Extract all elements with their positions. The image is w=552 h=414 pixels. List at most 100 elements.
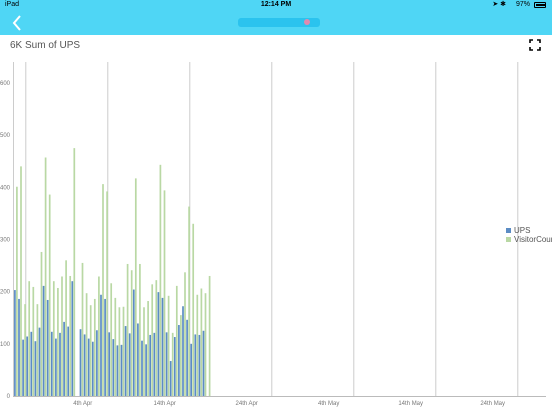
bar-ups xyxy=(83,334,86,396)
bar-visitorcount xyxy=(36,304,39,396)
bar-ups xyxy=(18,298,20,396)
bar-visitorcount xyxy=(171,332,174,396)
bar-visitorcount xyxy=(188,206,190,396)
y-tick-label: 0 xyxy=(7,394,11,400)
bar-ups xyxy=(59,332,61,396)
bar-ups xyxy=(128,333,131,396)
bar-visitorcount xyxy=(24,304,26,396)
bar-visitorcount xyxy=(114,297,117,396)
bar-ups xyxy=(55,338,57,396)
legend-swatch xyxy=(506,237,511,242)
bar-ups xyxy=(141,340,143,396)
bar-ups xyxy=(112,339,115,396)
bar-visitorcount xyxy=(122,306,125,396)
carrier-label: iPad xyxy=(5,1,20,8)
bar-ups xyxy=(178,325,180,396)
bar-ups xyxy=(71,281,74,396)
bar-ups xyxy=(202,330,205,396)
bar-ups xyxy=(173,337,176,396)
x-tick-label: 14th May xyxy=(398,401,423,407)
bar-ups xyxy=(96,330,98,396)
x-tick-label: 4th May xyxy=(318,401,339,407)
bar-visitorcount xyxy=(208,275,211,396)
x-tick-label: 24th Apr xyxy=(236,401,258,407)
bar-ups xyxy=(22,339,24,396)
bar-ups xyxy=(46,299,49,396)
bar-ups xyxy=(194,334,197,396)
bar-visitorcount xyxy=(184,272,186,396)
bar-ups xyxy=(91,341,94,396)
bar-visitorcount xyxy=(134,178,137,396)
bar-ups xyxy=(190,343,193,396)
bar-visitorcount xyxy=(180,315,182,396)
bar-visitorcount xyxy=(196,294,199,396)
bar-ups xyxy=(124,326,127,396)
bar-ups xyxy=(137,323,139,396)
chevron-left-icon xyxy=(12,15,21,31)
legend-label: VisitorCount xyxy=(514,235,552,244)
legend-item-ups[interactable]: UPS xyxy=(506,226,552,235)
bar-ups xyxy=(132,289,135,396)
bar-visitorcount xyxy=(48,194,51,396)
bar-visitorcount xyxy=(118,307,121,396)
bar-ups xyxy=(165,332,168,396)
chart-title: 6K Sum of UPS xyxy=(10,40,81,51)
bar-ups xyxy=(100,294,102,396)
bar-visitorcount xyxy=(98,276,100,396)
bluetooth-icon: ➤ ✱ xyxy=(492,1,506,8)
bar-visitorcount xyxy=(32,286,35,396)
bar-ups xyxy=(116,345,119,396)
chart-legend: UPS VisitorCount xyxy=(506,226,552,244)
bar-visitorcount xyxy=(102,184,104,396)
bar-visitorcount xyxy=(110,283,113,396)
bar-visitorcount xyxy=(126,263,129,396)
bar-ups xyxy=(108,332,111,396)
bar-visitorcount xyxy=(73,148,76,396)
bar-ups xyxy=(161,297,164,396)
bar-visitorcount xyxy=(81,262,84,396)
bar-visitorcount xyxy=(175,285,178,396)
back-button[interactable] xyxy=(12,12,22,36)
x-tick-label: 24th May xyxy=(480,401,505,407)
bar-ups xyxy=(42,285,45,396)
redacted-title-block xyxy=(238,18,320,27)
bar-visitorcount xyxy=(89,305,92,396)
legend-item-visitorcount[interactable]: VisitorCount xyxy=(506,235,552,244)
bar-ups xyxy=(198,334,201,396)
legend-label: UPS xyxy=(514,226,531,235)
bar-visitorcount xyxy=(106,191,108,396)
y-tick-label: 100 xyxy=(0,342,11,348)
battery-icon xyxy=(534,2,546,8)
fullscreen-icon[interactable] xyxy=(529,39,541,51)
battery-percentage: 97% xyxy=(515,1,530,8)
bar-visitorcount xyxy=(163,190,166,396)
status-bar: iPad 12:14 PM ➤ ✱ 97% xyxy=(0,0,552,11)
bar-visitorcount xyxy=(61,276,63,396)
bar-ups xyxy=(67,326,70,396)
bar-visitorcount xyxy=(147,301,149,396)
bar-ups xyxy=(38,327,41,396)
bar-ups xyxy=(87,338,90,396)
bar-ups xyxy=(145,344,147,396)
y-tick-label: 200 xyxy=(0,290,11,296)
bar-visitorcount xyxy=(85,293,88,396)
nav-bar xyxy=(0,11,552,35)
y-tick-label: 300 xyxy=(0,237,11,243)
bar-visitorcount xyxy=(40,251,43,396)
bar-ups xyxy=(149,334,152,396)
bar-visitorcount xyxy=(151,284,154,396)
bar-ups xyxy=(26,336,29,396)
bar-ups xyxy=(153,332,156,396)
bar-visitorcount xyxy=(57,287,59,396)
bar-visitorcount xyxy=(52,281,55,396)
bar-visitorcount xyxy=(200,288,203,396)
bar-visitorcount xyxy=(93,298,96,396)
bar-ups xyxy=(79,329,82,396)
bar-ups xyxy=(30,331,33,396)
bar-ups xyxy=(104,298,106,396)
bar-visitorcount xyxy=(192,223,195,396)
bar-visitorcount xyxy=(69,275,72,396)
bar-ups xyxy=(34,341,37,396)
bar-ups xyxy=(157,292,160,396)
